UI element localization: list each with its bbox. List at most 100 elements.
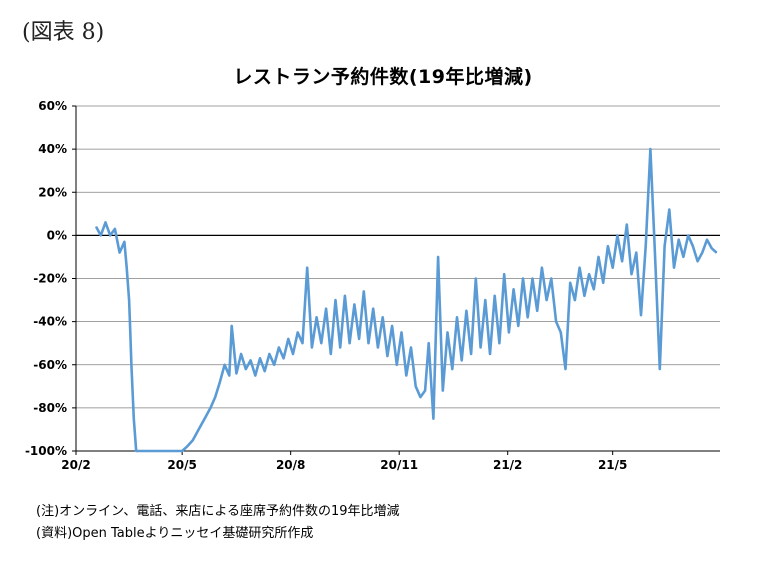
data-point xyxy=(437,256,439,258)
data-point xyxy=(114,228,116,230)
data-point xyxy=(140,450,142,452)
data-point xyxy=(297,331,299,333)
data-point xyxy=(432,418,434,420)
data-point xyxy=(424,390,426,392)
data-point xyxy=(513,288,515,290)
data-point xyxy=(254,374,256,377)
note-text: (注)オンライン、電話、来店による座席予約件数の19年比増減 xyxy=(36,504,400,519)
data-point xyxy=(198,428,200,430)
data-point xyxy=(186,446,188,448)
data-point xyxy=(386,355,388,357)
data-point xyxy=(400,331,403,333)
data-point xyxy=(536,310,538,312)
data-point xyxy=(344,295,346,297)
data-point xyxy=(687,234,689,236)
data-point xyxy=(465,310,467,312)
data-point xyxy=(209,407,212,409)
data-point xyxy=(228,374,230,377)
data-point xyxy=(259,357,261,359)
data-point xyxy=(588,273,590,275)
y-tick-label: 40% xyxy=(38,142,67,156)
data-point xyxy=(292,353,294,355)
data-point xyxy=(678,239,680,241)
data-point xyxy=(396,364,398,366)
data-point xyxy=(391,325,393,327)
y-tick-label: -80% xyxy=(33,401,67,415)
data-point xyxy=(583,295,586,297)
series-line xyxy=(94,147,718,453)
data-point xyxy=(268,353,270,355)
x-tick-label: 20/11 xyxy=(380,458,418,472)
data-point xyxy=(480,346,482,349)
data-point xyxy=(461,359,463,361)
y-tick-label: -60% xyxy=(33,358,67,372)
data-point xyxy=(711,247,713,249)
data-point xyxy=(564,368,567,370)
data-point xyxy=(240,353,242,355)
data-point xyxy=(372,308,374,310)
data-point xyxy=(129,331,131,333)
data-point xyxy=(503,273,505,275)
data-point xyxy=(456,316,458,318)
data-point xyxy=(192,439,194,441)
data-point xyxy=(330,353,332,355)
data-point xyxy=(104,221,107,223)
data-point xyxy=(168,450,170,452)
data-point xyxy=(382,316,384,318)
data-point xyxy=(419,396,421,398)
data-point xyxy=(630,273,633,275)
gridlines xyxy=(72,105,720,452)
data-point xyxy=(475,277,477,280)
data-point xyxy=(470,353,472,355)
data-point xyxy=(204,418,206,420)
data-point xyxy=(645,245,647,247)
data-point xyxy=(649,148,652,150)
data-point xyxy=(682,256,685,258)
data-point xyxy=(451,368,453,370)
y-tick-label: 60% xyxy=(38,99,67,113)
data-point xyxy=(489,353,491,355)
data-point xyxy=(283,357,285,359)
data-point xyxy=(181,450,183,452)
y-axis-tick-labels: 60% 40% 20% 0% -20% -40% -60% -80% -100% xyxy=(25,99,67,458)
data-point xyxy=(508,331,510,333)
x-tick-label: 20/2 xyxy=(61,458,90,472)
data-point xyxy=(109,234,111,236)
data-point xyxy=(697,260,699,262)
data-point xyxy=(498,342,500,344)
data-point xyxy=(377,346,379,349)
data-point xyxy=(446,331,449,333)
data-point xyxy=(415,385,417,387)
data-point xyxy=(659,368,661,370)
data-point xyxy=(555,321,557,323)
data-point xyxy=(224,364,226,366)
data-point xyxy=(287,338,289,340)
data-point xyxy=(334,299,337,301)
data-point xyxy=(135,450,137,452)
data-point xyxy=(325,308,327,310)
data-point xyxy=(612,267,614,269)
data-point xyxy=(250,359,252,361)
data-point xyxy=(278,346,280,349)
data-point xyxy=(692,245,694,247)
data-point xyxy=(349,342,351,344)
data-point xyxy=(626,224,628,226)
data-point xyxy=(635,252,637,254)
data-point xyxy=(715,252,718,254)
data-point xyxy=(316,316,318,318)
x-tick-label: 21/5 xyxy=(598,458,627,472)
chart-title: レストラン予約件数(19年比増減) xyxy=(233,66,533,88)
figure-label: (図表 8) xyxy=(22,20,105,45)
data-point xyxy=(214,396,216,398)
data-point xyxy=(522,277,524,280)
data-point xyxy=(156,450,158,452)
data-point xyxy=(273,364,275,366)
data-point xyxy=(517,325,519,327)
data-point xyxy=(95,226,97,228)
data-point xyxy=(621,260,623,262)
y-tick-label: -20% xyxy=(33,272,67,286)
data-point xyxy=(442,390,444,392)
source-text: (資料)Open Tableよりニッセイ基礎研究所作成 xyxy=(36,526,314,541)
data-point xyxy=(673,267,675,269)
y-tick-label: 20% xyxy=(38,185,67,199)
